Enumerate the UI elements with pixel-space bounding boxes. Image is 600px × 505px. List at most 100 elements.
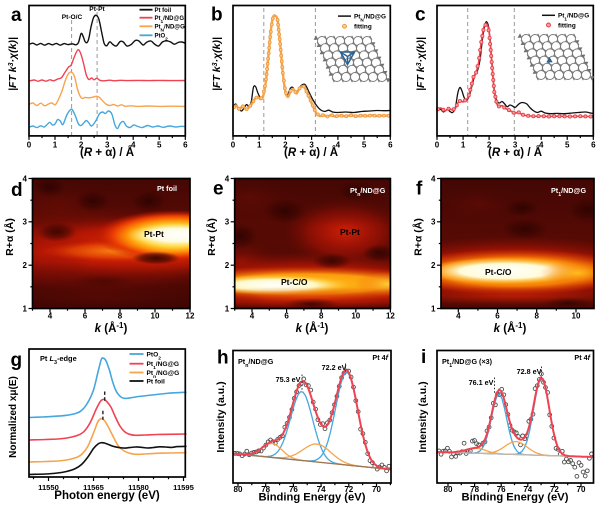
svg-text:4: 4 [23,174,28,183]
svg-text:Pt1/ND@G: Pt1/ND@G [558,13,589,22]
svg-text:k (Å-1): k (Å-1) [95,321,128,336]
svg-text:2: 2 [225,261,230,270]
svg-text:Normalized xμ(E): Normalized xμ(E) [8,376,19,458]
svg-text:Pt 4f: Pt 4f [574,353,590,362]
svg-text:2: 2 [431,261,436,270]
svg-text:8: 8 [319,312,324,321]
svg-text:Photon energy (eV): Photon energy (eV) [54,490,160,502]
svg-text:Pt-Pt: Pt-Pt [144,229,164,239]
svg-text:Pt-C/O: Pt-C/O [485,267,512,277]
svg-text:3: 3 [23,218,28,227]
svg-text:78: 78 [261,485,270,494]
svg-text:h: h [217,348,229,369]
svg-text:1: 1 [257,140,262,149]
svg-text:11595: 11595 [173,483,194,492]
svg-text:12: 12 [386,312,395,321]
svg-text:k (Å-1): k (Å-1) [494,321,527,336]
svg-text:70: 70 [577,485,586,494]
svg-text:e: e [213,179,224,200]
svg-text:1: 1 [225,304,230,313]
svg-text:2: 2 [283,140,288,149]
svg-text:g: g [11,350,23,371]
svg-text:6: 6 [388,140,393,149]
svg-text:5: 5 [362,140,367,149]
svg-text:6: 6 [183,140,188,149]
svg-text:1: 1 [431,304,436,313]
svg-text:Pt foil: Pt foil [155,8,172,14]
svg-text:4: 4 [336,140,341,149]
svg-text:4: 4 [48,312,53,321]
svg-text:72.8 eV: 72.8 eV [517,367,542,376]
svg-text:PtN/ND@G: PtN/ND@G [354,14,386,23]
svg-text:10: 10 [572,312,581,321]
svg-text:k (Å-1): k (Å-1) [296,321,329,336]
svg-text:Pt 4f: Pt 4f [372,353,388,362]
svg-text:Pt-C/O: Pt-C/O [281,277,308,287]
svg-text:80: 80 [234,485,243,494]
svg-text:74: 74 [523,485,532,494]
svg-text:72: 72 [344,485,353,494]
svg-text:12: 12 [186,312,195,321]
svg-text:10: 10 [151,312,160,321]
svg-text:3: 3 [309,140,314,149]
svg-text:5: 5 [565,140,570,149]
svg-text:0: 0 [435,140,440,149]
svg-text:i: i [421,347,426,368]
svg-text:3: 3 [105,140,110,149]
svg-text:3: 3 [513,140,518,149]
svg-text:2: 2 [79,140,84,149]
svg-text:70: 70 [372,485,381,494]
svg-text:6: 6 [83,312,88,321]
svg-text:74: 74 [317,485,326,494]
svg-text:Binding Energy (eV): Binding Energy (eV) [259,492,366,504]
svg-text:a: a [11,5,22,26]
svg-text:d: d [11,180,23,201]
svg-text:11565: 11565 [83,483,104,492]
svg-text:80: 80 [444,485,453,494]
svg-text:1: 1 [461,140,466,149]
svg-text:1: 1 [23,304,28,313]
svg-text:11550: 11550 [38,483,59,492]
svg-text:fitting: fitting [354,24,372,31]
svg-text:c: c [415,5,426,26]
svg-text:fitting: fitting [558,22,576,29]
svg-text:10: 10 [351,312,360,321]
svg-text:Intensity (a.u.): Intensity (a.u.) [417,381,429,452]
svg-text:72: 72 [550,485,559,494]
svg-text:R+α (Å): R+α (Å) [412,218,425,256]
svg-text:76: 76 [289,485,298,494]
svg-text:(R + α) / Å: (R + α) / Å [488,146,542,159]
svg-text:6: 6 [591,140,596,149]
svg-text:6: 6 [284,312,289,321]
svg-text:PtO2: PtO2 [147,351,162,361]
svg-text:4: 4 [250,312,255,321]
svg-text:Intensity (a.u.): Intensity (a.u.) [215,381,227,452]
svg-text:8: 8 [118,312,123,321]
svg-text:2: 2 [23,261,28,270]
svg-text:76: 76 [497,485,506,494]
svg-text:R+α (Å): R+α (Å) [3,218,16,256]
svg-text:Binding Energy (eV): Binding Energy (eV) [462,492,569,504]
svg-text:Pt-Pt: Pt-Pt [340,227,360,237]
svg-text:72.2 eV: 72.2 eV [322,363,347,372]
svg-text:5: 5 [157,140,162,149]
svg-text:(R + α) / Å: (R + α) / Å [284,146,338,159]
svg-text:8: 8 [534,312,539,321]
svg-text:Pt1/NG@G: Pt1/NG@G [147,361,180,371]
svg-text:76.1 eV: 76.1 eV [469,378,494,387]
svg-text:75.3 eV: 75.3 eV [276,375,301,384]
svg-text:4: 4 [456,312,461,321]
svg-text:Ptn/NG@G: Ptn/NG@G [147,370,180,380]
svg-text:b: b [211,5,223,26]
svg-text:4: 4 [225,174,230,183]
svg-text:11580: 11580 [128,483,149,492]
svg-text:f: f [416,179,423,200]
svg-text:Pt-O/C: Pt-O/C [62,14,83,21]
svg-text:Pt foil: Pt foil [157,184,177,193]
svg-text:4: 4 [539,140,544,149]
svg-text:PtN/ND@G: PtN/ND@G [155,25,186,34]
svg-text:0: 0 [27,140,32,149]
svg-text:|FT k3·χ(k)|: |FT k3·χ(k)| [415,37,427,91]
svg-text:|FT k3·χ(k)|: |FT k3·χ(k)| [7,37,19,91]
svg-text:Pt-Pt: Pt-Pt [89,6,105,13]
